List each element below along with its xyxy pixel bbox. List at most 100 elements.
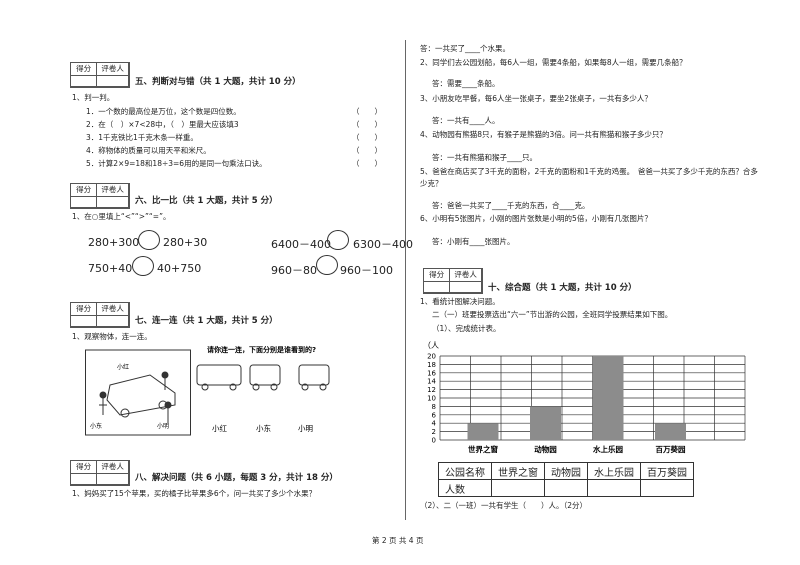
option-label: 小明	[298, 424, 313, 433]
score-box: 得分 评卷人	[70, 302, 130, 328]
section-heading: 五、判断对与错（共 1 大题，共计 10 分）	[135, 77, 301, 87]
answer-circle	[132, 256, 154, 276]
statement: 1．一个数的最高位是万位，这个数是四位数。	[86, 107, 241, 116]
answer-circle	[316, 255, 338, 275]
intro: 二（一）班要投票选出“六一”节出游的公园，全班同学投票结果如下图。	[432, 310, 673, 319]
grader-label: 评卷人	[450, 269, 482, 282]
y-tick-label: 10	[427, 395, 436, 403]
answer-line: 答：一共买了____个水果。	[420, 44, 510, 53]
statement: 5．计算2×9=18和18÷3=6用的是同一句乘法口诀。	[86, 159, 267, 168]
statement: 3．1千克铁比1千克木条一样重。	[86, 133, 198, 142]
table-header: 世界之窗	[491, 462, 545, 480]
x-tick-label: 动物园	[534, 444, 557, 454]
expression: 280+300	[88, 236, 140, 249]
question: 1、观察物体，连一连。	[72, 332, 152, 341]
answer-line: 答：一共有熊猫和猴子____只。	[432, 153, 537, 162]
bar	[467, 423, 499, 440]
grader-label: 评卷人	[97, 303, 129, 316]
expression: 960－100	[340, 264, 393, 277]
expression: 40+750	[157, 262, 202, 275]
question: 1、在○里填上“<”“>”“=”。	[72, 212, 171, 221]
score-label: 得分	[71, 461, 98, 474]
column-divider	[405, 40, 406, 520]
problem: 1、妈妈买了15个苹果，买的橘子比苹果多6个，问一共买了多少个水果？	[72, 489, 317, 498]
answer-line: 答：需要____条船。	[432, 79, 500, 88]
expression: 6300－400	[353, 238, 413, 251]
grader-label: 评卷人	[97, 63, 129, 76]
stat-table: 公园名称 世界之窗 动物园 水上乐园 百万葵园 人数	[438, 462, 694, 497]
statement: 2．在（ ）×7<28中，（ ）里最大应该填3	[86, 120, 239, 129]
table-header: 动物园	[544, 462, 588, 480]
expression: 750+40	[88, 262, 133, 275]
y-tick-label: 20	[427, 353, 436, 361]
expression: 6400－400	[271, 238, 331, 251]
table-header: 公园名称	[438, 462, 492, 480]
answer-line: 答：小刚有____张图片。	[432, 237, 515, 246]
y-tick-label: 12	[427, 386, 436, 394]
answer-blank: （ ）	[352, 159, 382, 168]
prompt: 请你连一连，下面分别是谁看到的?	[207, 345, 316, 354]
bar	[530, 406, 561, 440]
x-tick-label: 世界之窗	[468, 444, 498, 454]
y-tick-label: 4	[432, 420, 437, 428]
y-tick-label: 16	[427, 369, 436, 377]
y-tick-label: 0	[432, 437, 436, 445]
bar	[655, 423, 686, 440]
row-label: 人数	[438, 479, 492, 497]
bar	[592, 356, 624, 440]
problem: 4、动物园有熊猫8只，有猴子是熊猫的3倍。问一共有熊猫和猴子多少只？	[420, 130, 667, 139]
observation-figure: 小红 小东 小明 请你连一连，下面分别是谁看到的? 小红 小东 小明	[85, 345, 330, 436]
statement: 4．称物体的质量可以用天平和米尺。	[86, 146, 211, 155]
score-box: 得分 评卷人	[70, 460, 130, 486]
problem: 3、小朋友吃早餐，每6人坐一张桌子，要坐2张桌子，一共有多少人？	[420, 94, 652, 103]
answer-line: 答：一共有____人。	[432, 116, 500, 125]
table-header: 水上乐园	[587, 462, 641, 480]
problem: 5、爸爸在商店买了3千克的面粉，2千克的面粉和1千克的鸡蛋。 爸爸一共买了多少千…	[420, 167, 758, 188]
option-label: 小红	[212, 423, 227, 433]
task: （2）、二（一班）一共有学生（ ）人。（2分）	[420, 501, 588, 510]
y-tick-label: 6	[432, 411, 437, 419]
question: 1、看统计图解决问题。	[420, 297, 500, 306]
answer-blank: （ ）	[352, 107, 382, 116]
task: （1）、完成统计表。	[432, 324, 501, 333]
answer-blank: （ ）	[352, 133, 382, 142]
x-tick-label: 水上乐园	[593, 444, 623, 454]
section-heading: 七、连一连（共 1 大题，共计 5 分）	[135, 316, 278, 326]
y-tick-label: 18	[427, 361, 436, 369]
page-footer: 第 2 页 共 4 页	[372, 536, 424, 545]
picture-name: 小东	[90, 422, 102, 430]
picture-name: 小红	[117, 363, 129, 371]
score-label: 得分	[71, 63, 98, 76]
y-axis-label: （人	[423, 341, 439, 350]
expression: 960－80	[271, 264, 317, 277]
problem: 6、小明有5张图片，小刚的图片张数是小明的5倍，小刚有几张图片？	[420, 214, 652, 223]
y-tick-label: 2	[432, 428, 436, 436]
section-heading: 十、综合题（共 1 大题，共计 10 分）	[488, 283, 637, 293]
answer-circle	[138, 230, 160, 250]
y-tick-label: 8	[432, 403, 436, 411]
score-label: 得分	[71, 184, 98, 197]
answer-circle	[327, 230, 349, 250]
expression: 280+30	[163, 236, 208, 249]
answer-blank: （ ）	[352, 120, 382, 129]
grader-label: 评卷人	[97, 461, 129, 474]
problem: 2、同学们去公园划船，每6人一组，需要4条船，如果每8人一组，需要几条船？	[420, 58, 687, 67]
table-header: 百万葵园	[640, 462, 694, 480]
score-box: 得分 评卷人	[70, 62, 130, 88]
question: 1、判一判。	[72, 93, 115, 102]
picture-name: 小明	[157, 422, 169, 430]
option-label: 小东	[256, 423, 271, 433]
grader-label: 评卷人	[97, 184, 129, 197]
answer-line: 答：爸爸一共买了____千克的东西，合____克。	[432, 201, 590, 210]
y-tick-label: 14	[427, 378, 436, 386]
section-heading: 六、比一比（共 1 大题，共计 5 分）	[135, 196, 278, 206]
score-box: 得分 评卷人	[423, 268, 483, 294]
x-tick-label: 百万葵园	[656, 444, 686, 454]
score-box: 得分 评卷人	[70, 183, 130, 209]
score-label: 得分	[71, 303, 98, 316]
score-label: 得分	[424, 269, 451, 282]
section-heading: 八、解决问题（共 6 小题，每题 3 分，共计 18 分）	[135, 473, 338, 483]
answer-blank: （ ）	[352, 146, 382, 155]
